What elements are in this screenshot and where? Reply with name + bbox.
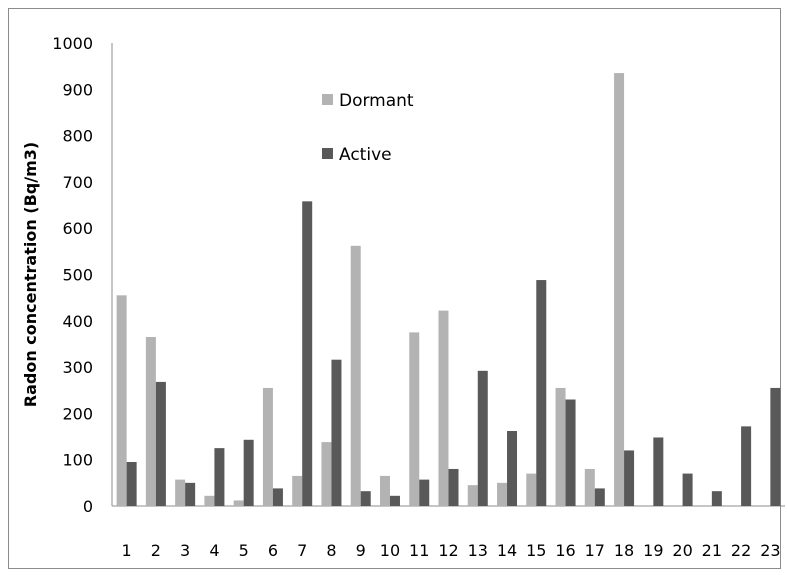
bar-dormant-4 [204, 495, 215, 506]
bar-dormant-14 [497, 482, 508, 506]
x-tick-label: 19 [643, 541, 663, 560]
x-tick-label: 23 [760, 541, 780, 560]
x-tick-label: 13 [468, 541, 488, 560]
bar-dormant-17 [584, 468, 595, 506]
bar-active-10 [389, 495, 400, 506]
bar-active-23 [770, 387, 781, 506]
legend-swatch-active [322, 148, 333, 159]
bar-active-7 [302, 201, 313, 506]
bar-dormant-7 [292, 475, 303, 506]
x-tick-label: 17 [585, 541, 605, 560]
x-tick-label: 14 [497, 541, 517, 560]
x-tick-label: 20 [672, 541, 692, 560]
y-axis-title: Radon concentration (Bq/m3) [21, 142, 40, 407]
x-tick-label: 5 [239, 541, 249, 560]
bar-active-2 [155, 381, 166, 506]
bar-active-8 [331, 359, 342, 506]
bar-active-14 [507, 430, 518, 506]
x-tick-label: 18 [614, 541, 634, 560]
y-tick-label: 500 [62, 266, 93, 285]
x-tick-label: 16 [555, 541, 575, 560]
bar-dormant-18 [614, 73, 625, 506]
x-tick-label: 10 [380, 541, 400, 560]
y-tick-label: 400 [62, 312, 93, 331]
bar-dormant-15 [526, 473, 537, 506]
bar-active-9 [360, 491, 371, 506]
bar-active-11 [419, 479, 430, 506]
legend-label-active: Active [339, 145, 392, 165]
bar-active-18 [624, 450, 635, 506]
x-tick-label: 1 [122, 541, 132, 560]
x-tick-label: 12 [438, 541, 458, 560]
y-tick-label: 600 [62, 219, 93, 238]
bar-dormant-2 [145, 337, 156, 506]
bar-active-22 [741, 426, 752, 506]
bar-active-13 [477, 370, 488, 506]
bar-dormant-13 [467, 485, 478, 506]
bar-dormant-11 [409, 332, 420, 506]
bar-active-12 [448, 468, 459, 506]
chart-frame [8, 8, 781, 569]
bar-active-5 [243, 439, 254, 506]
bar-dormant-8 [321, 442, 332, 506]
x-tick-label: 3 [180, 541, 190, 560]
bar-dormant-12 [438, 310, 449, 506]
bar-dormant-9 [350, 245, 361, 506]
bar-dormant-10 [379, 475, 390, 506]
bar-active-17 [594, 488, 605, 506]
bar-active-19 [653, 437, 664, 506]
bar-dormant-6 [262, 387, 273, 506]
x-tick-label: 7 [297, 541, 307, 560]
y-tick-label: 700 [62, 173, 93, 192]
y-tick-label: 0 [83, 497, 93, 516]
legend-swatch-dormant [322, 94, 333, 105]
x-tick-label: 8 [326, 541, 336, 560]
x-tick-label: 15 [526, 541, 546, 560]
bar-active-1 [126, 462, 137, 506]
x-tick-label: 11 [409, 541, 429, 560]
y-tick-label: 900 [62, 80, 93, 99]
bar-active-16 [565, 399, 576, 506]
bar-active-20 [682, 473, 693, 506]
y-tick-label: 800 [62, 127, 93, 146]
bar-dormant-3 [175, 479, 186, 506]
y-tick-label: 100 [62, 451, 93, 470]
x-tick-label: 22 [731, 541, 751, 560]
x-tick-label: 2 [151, 541, 161, 560]
bar-active-15 [536, 280, 547, 506]
x-axis-ticks: 1 2 3 4 5 6 7 8 9 10 11 12 13 14 15 16 17 18 19 20 21 22 23 [122, 541, 781, 560]
bar-dormant-1 [116, 295, 127, 506]
y-tick-label: 1000 [52, 34, 93, 53]
bar-active-4 [214, 448, 225, 506]
x-tick-label: 21 [702, 541, 722, 560]
bar-active-21 [711, 491, 722, 506]
bar-active-6 [272, 488, 283, 506]
legend: Dormant Active [322, 91, 414, 165]
x-tick-label: 9 [356, 541, 366, 560]
y-axis-ticks: 0 100 200 300 400 500 600 700 800 900 1000 [52, 34, 93, 516]
x-tick-label: 4 [209, 541, 219, 560]
bar-active-3 [185, 482, 196, 506]
legend-label-dormant: Dormant [339, 91, 414, 111]
bar-dormant-16 [555, 387, 566, 506]
y-tick-label: 300 [62, 358, 93, 377]
bars-group [116, 73, 781, 506]
bar-dormant-5 [233, 500, 244, 506]
y-tick-label: 200 [62, 404, 93, 423]
x-tick-label: 6 [268, 541, 278, 560]
